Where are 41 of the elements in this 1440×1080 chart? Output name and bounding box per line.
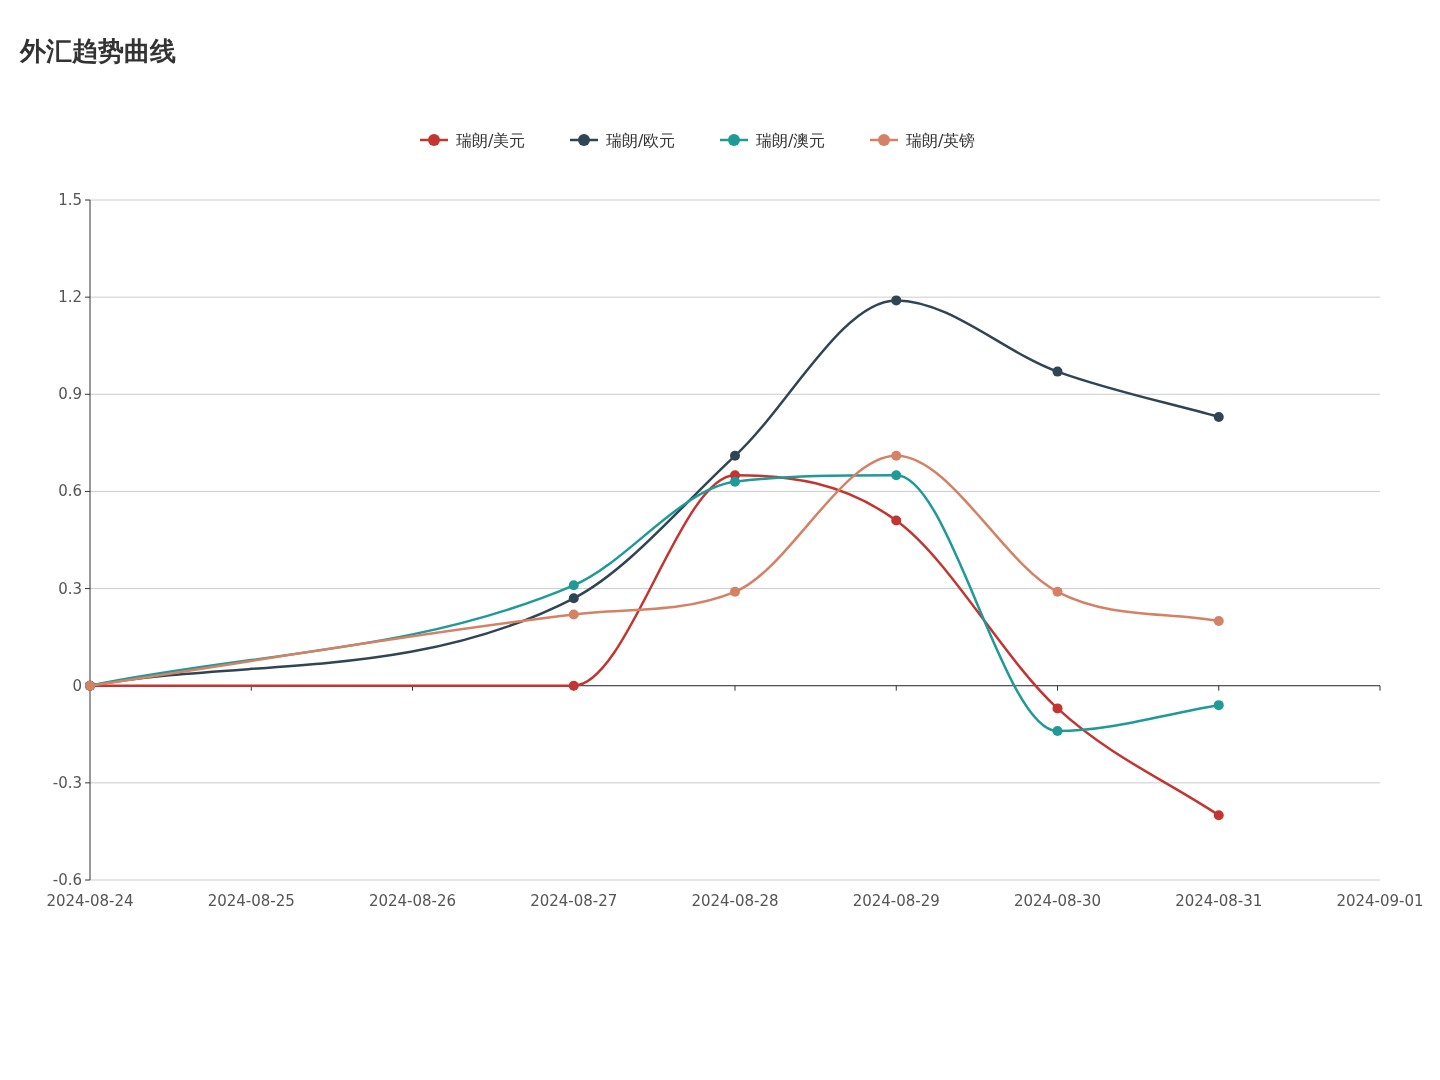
- point: [730, 586, 740, 597]
- point: [1213, 810, 1224, 821]
- x-tick-label: 2024-08-30: [1013, 892, 1102, 910]
- x-tick-label: 2024-08-25: [207, 892, 295, 910]
- x-tick-label: 2024-09-01: [1336, 892, 1424, 910]
- point: [1213, 411, 1224, 422]
- legend-label: 瑞朗/美元: [456, 131, 526, 150]
- x-tick-label: 2024-08-26: [368, 892, 457, 910]
- point: [568, 580, 579, 591]
- point: [1052, 366, 1063, 377]
- legend-label: 瑞朗/欧元: [606, 131, 676, 150]
- y-tick-label: 0.9: [58, 385, 82, 404]
- y-tick-label: 0: [72, 676, 82, 695]
- point: [1052, 586, 1063, 597]
- point: [891, 470, 902, 481]
- point: [730, 450, 740, 461]
- x-tick-label: 2024-08-27: [530, 892, 618, 910]
- legend-label: 瑞朗/澳元: [756, 131, 826, 150]
- point: [1213, 615, 1224, 626]
- y-tick-label: -0.6: [52, 871, 82, 889]
- x-tick-label: 2024-08-24: [46, 892, 134, 910]
- y-tick-label: 1.5: [58, 191, 82, 209]
- y-tick-label: 0.3: [58, 579, 82, 598]
- point: [568, 609, 579, 620]
- y-tick-label: -0.3: [52, 773, 82, 792]
- y-tick-label: 0.6: [58, 482, 82, 501]
- point: [1052, 726, 1063, 737]
- point: [891, 450, 902, 461]
- point: [568, 680, 579, 691]
- x-tick-label: 2024-08-29: [852, 892, 940, 910]
- point: [891, 515, 902, 526]
- point: [1213, 700, 1224, 711]
- y-tick-label: 1.2: [58, 288, 82, 307]
- x-tick-label: 2024-08-31: [1175, 892, 1263, 910]
- point: [730, 476, 740, 487]
- legend-label: 瑞朗/英镑: [906, 131, 976, 150]
- point: [568, 593, 579, 604]
- chart-title: 外汇趋势曲线: [19, 36, 176, 66]
- point: [1052, 703, 1063, 714]
- point: [891, 295, 902, 306]
- x-tick-label: 2024-08-28: [691, 892, 779, 910]
